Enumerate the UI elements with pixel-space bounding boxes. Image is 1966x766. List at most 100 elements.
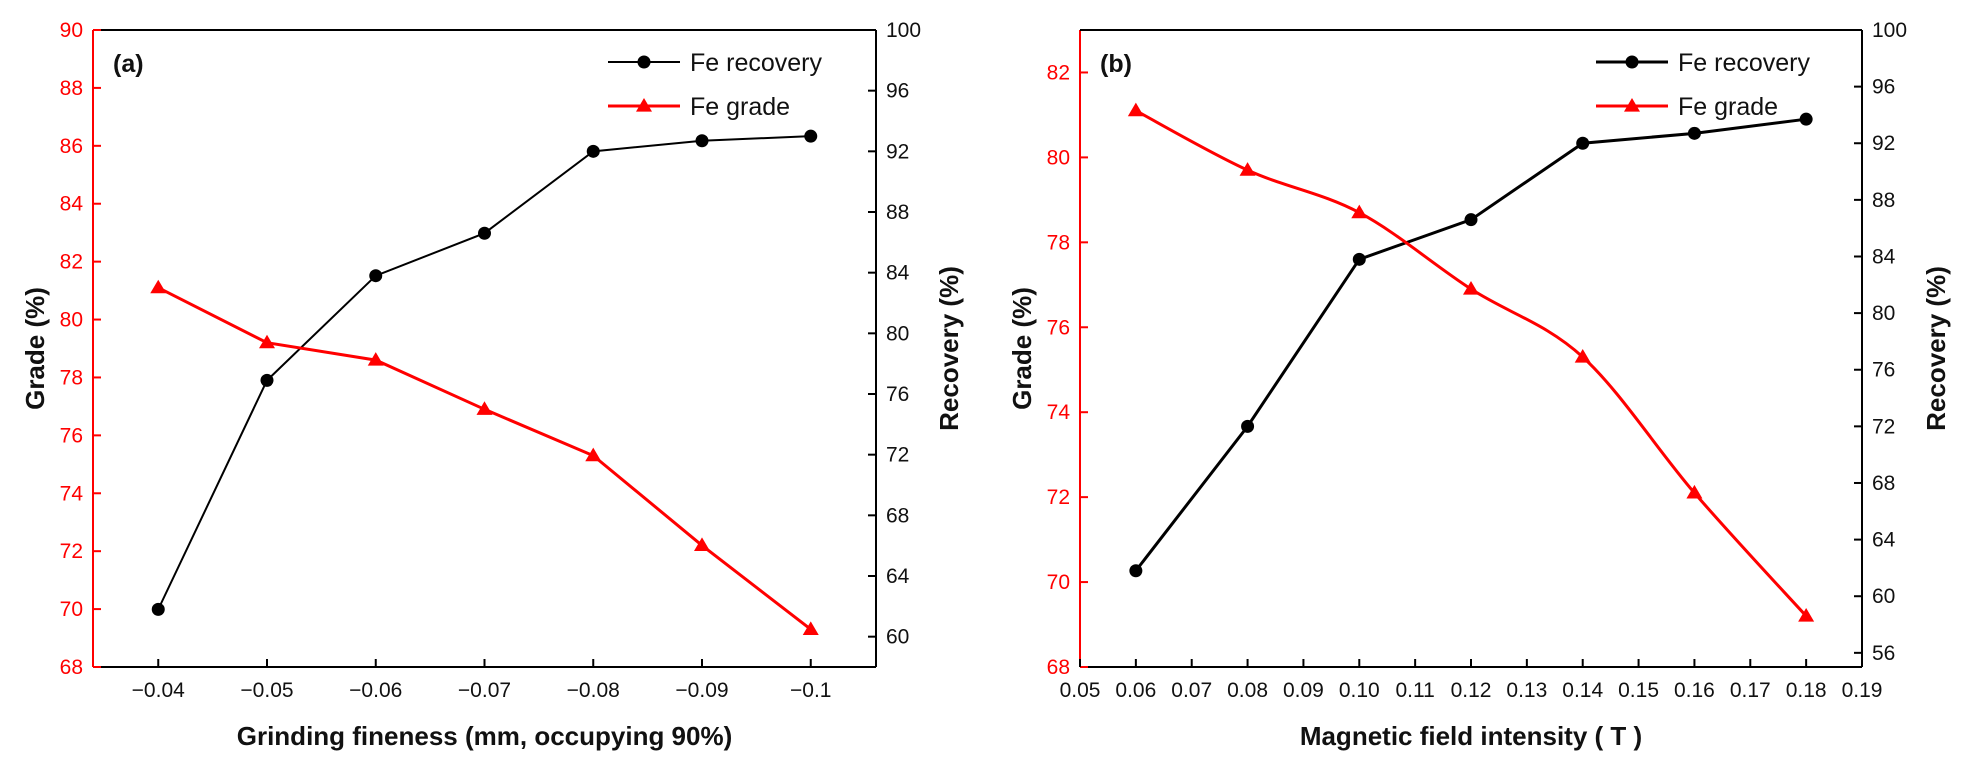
legend-marker-grade (636, 98, 652, 112)
data-point-grade (694, 537, 710, 551)
data-point-recovery (1129, 564, 1143, 578)
left-tick-label: 68 (60, 656, 83, 679)
left-tick-label: 74 (60, 482, 84, 505)
chart-panel-b: 68 70 72 74 76 78 80 82 56 60 64 68 72 76 80 84 88 92 96 10… (1007, 19, 1951, 751)
left-tick-label: 82 (60, 251, 83, 274)
left-tick-label: 74 (1047, 401, 1071, 424)
legend-marker-grade (1624, 98, 1640, 112)
data-point-grade (1127, 102, 1144, 117)
left-tick-label: 78 (60, 366, 83, 389)
x-tick-label: 0.07 (1171, 679, 1212, 702)
y-axis-title: Grade (%) (20, 287, 50, 410)
x-tick-label: −0.08 (567, 679, 620, 702)
panel-label: (b) (1100, 50, 1132, 78)
x-tick-label: 0.15 (1618, 679, 1659, 702)
x-tick-label: −0.05 (240, 679, 293, 702)
right-tick-label: 76 (886, 383, 909, 406)
x-tick-label: 0.13 (1506, 679, 1547, 702)
x-tick-label: 0.08 (1227, 679, 1268, 702)
left-tick-label: 84 (60, 193, 84, 216)
data-point-grade (1574, 348, 1591, 363)
legend-marker-recovery (1625, 55, 1639, 69)
left-tick-label: 88 (60, 77, 83, 100)
data-point-recovery (1576, 136, 1590, 150)
data-point-grade (259, 334, 275, 349)
right-tick-label: 84 (1872, 245, 1896, 268)
left-tick-label: 90 (60, 19, 83, 42)
x-tick-label: 0.12 (1451, 679, 1492, 702)
right-tick-label: 88 (886, 201, 909, 224)
right-tick-label: 72 (886, 444, 909, 467)
x-tick-label: 0.17 (1730, 679, 1771, 702)
data-point-grade (1351, 204, 1368, 219)
y2-axis-title: Recovery (%) (934, 266, 964, 431)
right-tick-label: 60 (1872, 585, 1895, 608)
data-point-recovery (1352, 252, 1366, 266)
x-tick-label: 0.19 (1842, 679, 1883, 702)
left-tick-label: 68 (1047, 656, 1070, 679)
x-tick-label: 0.09 (1283, 679, 1324, 702)
right-tick-label: 92 (886, 140, 909, 163)
legend-marker-recovery (637, 55, 651, 69)
data-point-grade (585, 447, 602, 462)
right-tick-label: 92 (1872, 132, 1895, 155)
data-point-recovery (1241, 419, 1255, 433)
x-tick-label: 0.18 (1786, 679, 1827, 702)
x-tick-label: 0.16 (1674, 679, 1715, 702)
left-tick-label: 72 (1047, 486, 1070, 509)
left-tick-label: 70 (60, 598, 83, 621)
data-point-recovery (369, 269, 383, 283)
x-tick-label: 0.06 (1115, 679, 1156, 702)
right-tick-label: 64 (1872, 529, 1896, 552)
left-tick-label: 78 (1047, 231, 1070, 254)
series-line-grade (1135, 109, 1808, 618)
data-point-grade (802, 621, 819, 635)
data-point-grade (476, 401, 493, 415)
x-tick-label: 0.11 (1395, 679, 1434, 702)
data-point-recovery (1687, 126, 1701, 140)
left-tick-label: 86 (60, 135, 83, 158)
data-point-grade (1239, 162, 1256, 176)
series-line-recovery (157, 135, 811, 610)
right-tick-label: 100 (886, 19, 921, 42)
data-point-recovery (804, 129, 818, 143)
data-point-recovery (695, 134, 709, 148)
legend-label-recovery: Fe recovery (1678, 49, 1810, 77)
y2-axis-title: Recovery (%) (1921, 266, 1951, 431)
right-tick-label: 88 (1872, 189, 1895, 212)
series-line-recovery (1134, 117, 1807, 572)
legend-label-grade: Fe grade (1678, 93, 1778, 121)
left-tick-label: 76 (60, 424, 83, 447)
left-tick-label: 80 (60, 309, 83, 332)
legend-label-recovery: Fe recovery (690, 49, 822, 77)
data-point-grade (1798, 608, 1815, 622)
right-tick-label: 100 (1872, 19, 1907, 42)
x-axis-title: Magnetic field intensity ( T ) (1300, 721, 1642, 751)
x-tick-label: 0.05 (1060, 679, 1101, 702)
right-tick-label: 68 (1872, 472, 1895, 495)
data-point-recovery (1464, 213, 1478, 227)
left-tick-label: 80 (1047, 146, 1070, 169)
y-axis-title: Grade (%) (1007, 287, 1037, 410)
x-tick-label: −0.1 (790, 679, 831, 702)
x-tick-label: 0.10 (1339, 679, 1380, 702)
left-tick-label: 82 (1047, 61, 1070, 84)
right-tick-label: 60 (886, 626, 909, 649)
series-line-grade (157, 286, 812, 631)
right-tick-label: 80 (886, 322, 909, 345)
legend-label-grade: Fe grade (690, 93, 790, 121)
right-tick-label: 76 (1872, 359, 1895, 382)
left-tick-label: 70 (1047, 571, 1070, 594)
right-tick-label: 72 (1872, 415, 1895, 438)
right-tick-label: 64 (886, 565, 910, 588)
x-tick-label: −0.09 (675, 679, 728, 702)
right-tick-label: 96 (1872, 76, 1895, 99)
data-point-recovery (1799, 112, 1813, 126)
right-tick-label: 56 (1872, 642, 1895, 665)
x-tick-label: −0.06 (349, 679, 402, 702)
data-point-grade (1686, 484, 1703, 499)
x-tick-label: 0.14 (1562, 679, 1603, 702)
right-tick-label: 96 (886, 80, 909, 103)
x-axis-title: Grinding fineness (mm, occupying 90%) (237, 721, 733, 751)
